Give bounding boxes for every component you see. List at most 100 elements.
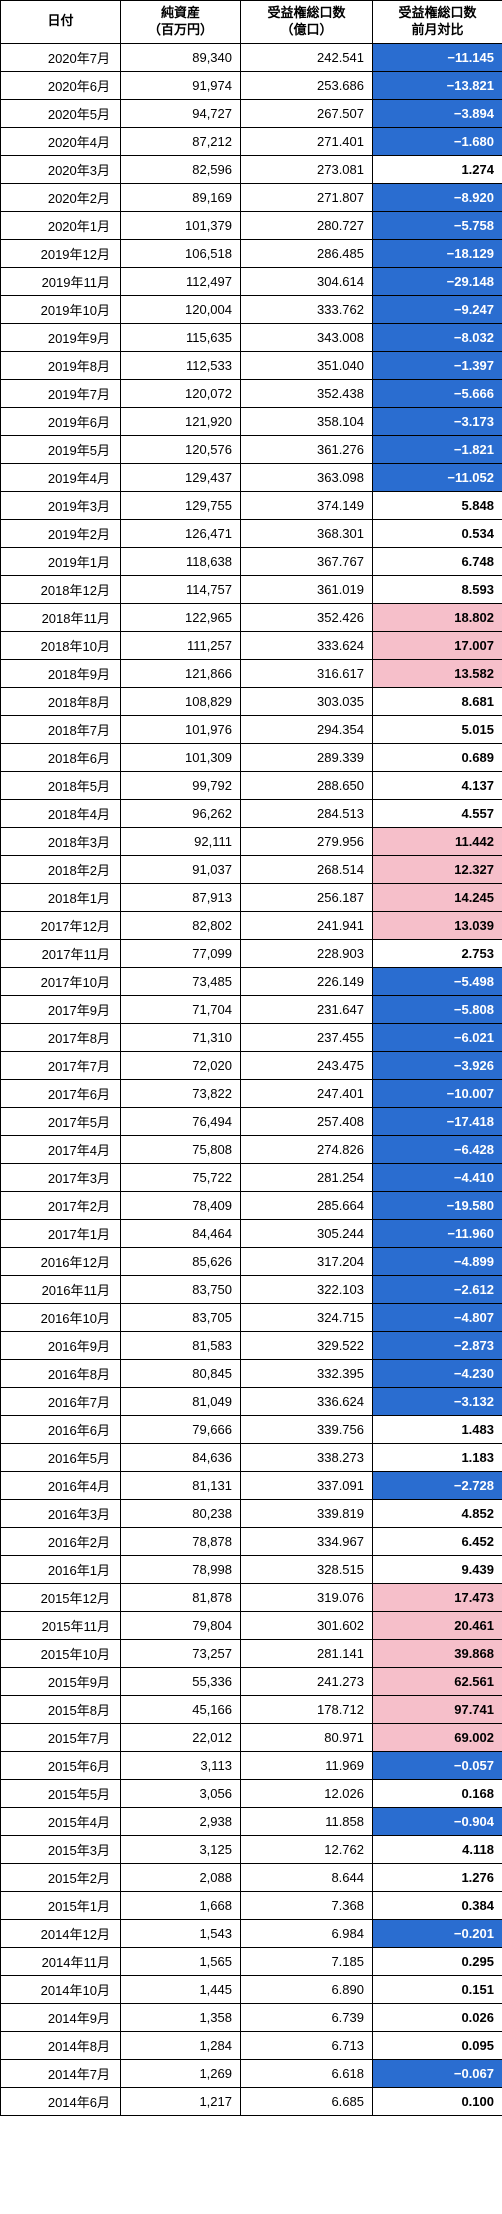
cell-nav: 121,866 [121, 659, 241, 687]
cell-date: 2020年2月 [1, 183, 121, 211]
cell-nav: 84,464 [121, 1219, 241, 1247]
cell-date: 2020年1月 [1, 211, 121, 239]
cell-date: 2017年5月 [1, 1107, 121, 1135]
cell-units: 6.739 [241, 2003, 373, 2031]
cell-nav: 73,485 [121, 967, 241, 995]
table-row: 2015年12月81,878319.07617.473 [1, 1583, 502, 1611]
cell-date: 2018年12月 [1, 575, 121, 603]
cell-units: 361.276 [241, 435, 373, 463]
cell-units: 363.098 [241, 463, 373, 491]
cell-date: 2015年9月 [1, 1667, 121, 1695]
cell-nav: 1,565 [121, 1947, 241, 1975]
cell-mom: −13.821 [373, 71, 502, 99]
table-row: 2018年10月111,257333.62417.007 [1, 631, 502, 659]
cell-mom: 17.473 [373, 1583, 502, 1611]
cell-nav: 82,802 [121, 911, 241, 939]
table-row: 2014年12月1,5436.984−0.201 [1, 1919, 502, 1947]
table-row: 2019年12月106,518286.485−18.129 [1, 239, 502, 267]
cell-units: 253.686 [241, 71, 373, 99]
table-row: 2016年11月83,750322.103−2.612 [1, 1275, 502, 1303]
cell-nav: 106,518 [121, 239, 241, 267]
cell-date: 2015年1月 [1, 1891, 121, 1919]
cell-units: 237.455 [241, 1023, 373, 1051]
cell-nav: 72,020 [121, 1051, 241, 1079]
cell-nav: 120,576 [121, 435, 241, 463]
cell-nav: 81,583 [121, 1331, 241, 1359]
cell-nav: 81,131 [121, 1471, 241, 1499]
cell-date: 2018年8月 [1, 687, 121, 715]
cell-mom: −5.808 [373, 995, 502, 1023]
cell-date: 2015年8月 [1, 1695, 121, 1723]
cell-mom: −6.021 [373, 1023, 502, 1051]
table-row: 2016年3月80,238339.8194.852 [1, 1499, 502, 1527]
table-row: 2019年1月118,638367.7676.748 [1, 547, 502, 575]
table-row: 2018年1月87,913256.18714.245 [1, 883, 502, 911]
cell-mom: −0.067 [373, 2059, 502, 2087]
cell-mom: −0.201 [373, 1919, 502, 1947]
cell-nav: 118,638 [121, 547, 241, 575]
cell-date: 2016年12月 [1, 1247, 121, 1275]
cell-mom: −11.960 [373, 1219, 502, 1247]
cell-units: 7.185 [241, 1947, 373, 1975]
cell-date: 2017年1月 [1, 1219, 121, 1247]
cell-date: 2020年4月 [1, 127, 121, 155]
cell-mom: 5.848 [373, 491, 502, 519]
cell-mom: −17.418 [373, 1107, 502, 1135]
cell-date: 2017年10月 [1, 967, 121, 995]
cell-mom: −4.410 [373, 1163, 502, 1191]
cell-mom: 12.327 [373, 855, 502, 883]
cell-date: 2019年2月 [1, 519, 121, 547]
cell-nav: 87,913 [121, 883, 241, 911]
cell-date: 2017年9月 [1, 995, 121, 1023]
cell-mom: −2.873 [373, 1331, 502, 1359]
table-row: 2017年2月78,409285.664−19.580 [1, 1191, 502, 1219]
cell-mom: 1.276 [373, 1863, 502, 1891]
cell-units: 284.513 [241, 799, 373, 827]
cell-nav: 83,750 [121, 1275, 241, 1303]
cell-units: 288.650 [241, 771, 373, 799]
cell-nav: 55,336 [121, 1667, 241, 1695]
cell-mom: 18.802 [373, 603, 502, 631]
cell-units: 322.103 [241, 1275, 373, 1303]
cell-mom: −1.680 [373, 127, 502, 155]
cell-units: 281.141 [241, 1639, 373, 1667]
cell-mom: 0.384 [373, 1891, 502, 1919]
cell-date: 2016年8月 [1, 1359, 121, 1387]
cell-mom: 20.461 [373, 1611, 502, 1639]
table-row: 2017年10月73,485226.149−5.498 [1, 967, 502, 995]
cell-nav: 114,757 [121, 575, 241, 603]
cell-mom: 2.753 [373, 939, 502, 967]
cell-mom: 4.852 [373, 1499, 502, 1527]
cell-date: 2019年10月 [1, 295, 121, 323]
cell-nav: 3,113 [121, 1751, 241, 1779]
cell-units: 242.541 [241, 43, 373, 71]
table-row: 2015年2月2,0888.6441.276 [1, 1863, 502, 1891]
cell-mom: 14.245 [373, 883, 502, 911]
cell-date: 2014年12月 [1, 1919, 121, 1947]
table-row: 2019年11月112,497304.614−29.148 [1, 267, 502, 295]
cell-nav: 87,212 [121, 127, 241, 155]
cell-nav: 1,284 [121, 2031, 241, 2059]
cell-mom: 1.274 [373, 155, 502, 183]
cell-mom: 13.039 [373, 911, 502, 939]
table-row: 2017年9月71,704231.647−5.808 [1, 995, 502, 1023]
cell-nav: 80,845 [121, 1359, 241, 1387]
cell-units: 11.858 [241, 1807, 373, 1835]
table-row: 2019年3月129,755374.1495.848 [1, 491, 502, 519]
cell-mom: 8.681 [373, 687, 502, 715]
cell-nav: 80,238 [121, 1499, 241, 1527]
table-row: 2020年5月94,727267.507−3.894 [1, 99, 502, 127]
cell-nav: 129,437 [121, 463, 241, 491]
cell-mom: −8.920 [373, 183, 502, 211]
cell-units: 8.644 [241, 1863, 373, 1891]
cell-date: 2018年10月 [1, 631, 121, 659]
cell-date: 2016年3月 [1, 1499, 121, 1527]
cell-units: 332.395 [241, 1359, 373, 1387]
cell-mom: −1.397 [373, 351, 502, 379]
cell-units: 303.035 [241, 687, 373, 715]
table-row: 2018年12月114,757361.0198.593 [1, 575, 502, 603]
table-row: 2018年4月96,262284.5134.557 [1, 799, 502, 827]
cell-nav: 71,704 [121, 995, 241, 1023]
cell-units: 304.614 [241, 267, 373, 295]
table-row: 2014年8月1,2846.7130.095 [1, 2031, 502, 2059]
